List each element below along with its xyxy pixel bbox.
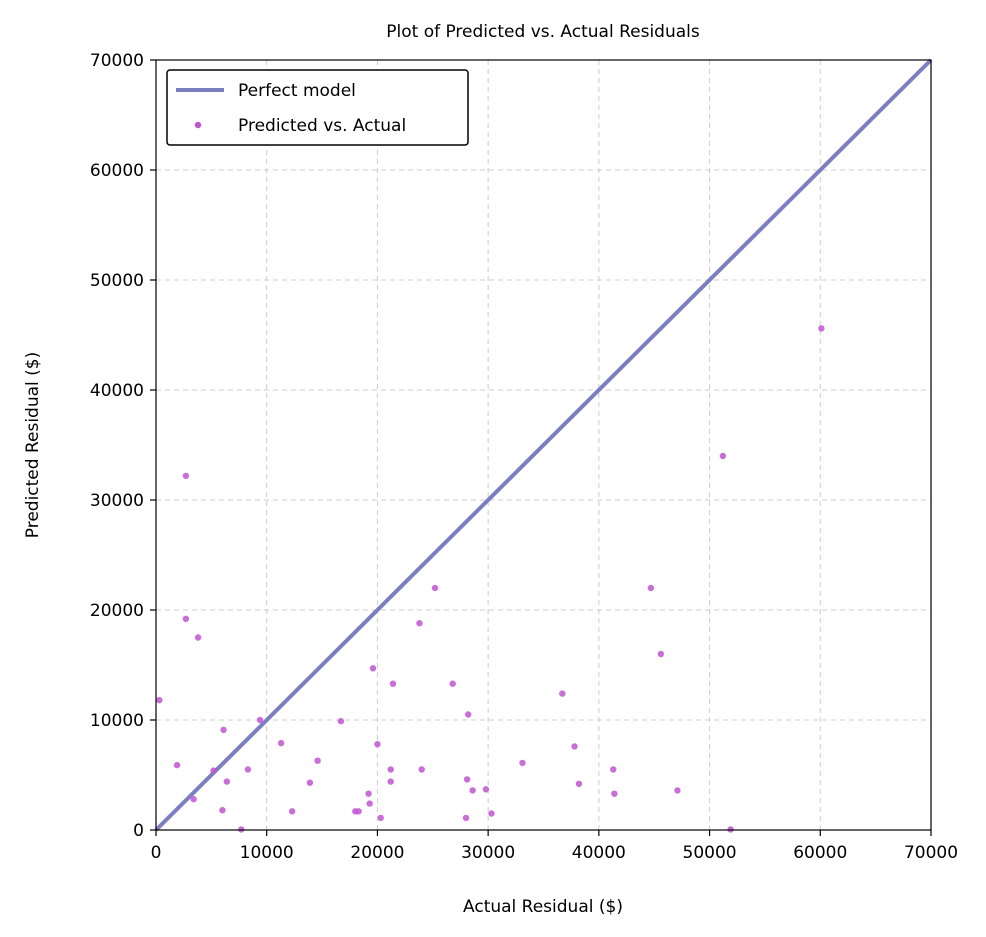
data-point <box>182 472 190 479</box>
data-point <box>559 690 566 697</box>
x-tick-label: 20000 <box>350 843 404 863</box>
data-point <box>219 807 226 814</box>
data-point <box>355 808 362 815</box>
data-point <box>575 780 583 787</box>
data-point <box>416 620 423 627</box>
data-point <box>571 743 578 750</box>
x-tick-label: 30000 <box>461 843 515 863</box>
y-axis-ticks: 0 10000 20000 30000 40000 50000 60000 70000 <box>90 51 156 841</box>
perfect-model-line <box>154 58 933 832</box>
x-axis-label: Actual Residual ($) <box>463 897 623 917</box>
data-point <box>387 766 394 773</box>
data-point <box>366 800 373 807</box>
y-tick-label: 40000 <box>90 381 144 401</box>
data-point <box>377 814 384 822</box>
data-point <box>610 766 617 773</box>
y-tick-label: 60000 <box>90 161 144 181</box>
data-point <box>277 739 285 747</box>
y-tick-label: 10000 <box>90 711 144 731</box>
data-point <box>462 814 470 822</box>
data-point <box>818 325 825 332</box>
data-point <box>431 584 439 592</box>
legend: Perfect model Predicted vs. Actual <box>166 69 469 146</box>
chart-title: Plot of Predicted vs. Actual Residuals <box>386 22 700 42</box>
x-axis-ticks: 0 10000 20000 30000 40000 50000 60000 70000 <box>151 830 958 863</box>
data-point <box>389 680 397 687</box>
data-point <box>465 711 472 718</box>
data-point <box>611 790 618 797</box>
data-point <box>210 767 217 774</box>
data-point <box>719 452 727 460</box>
data-point <box>463 776 471 783</box>
y-axis-label: Predicted Residual ($) <box>23 352 43 539</box>
legend-label-perfect-model: Perfect model <box>238 81 356 101</box>
legend-marker-swatch <box>194 121 202 129</box>
data-point <box>314 757 321 764</box>
data-point <box>306 779 314 786</box>
data-point <box>657 650 665 658</box>
data-point <box>182 615 190 622</box>
data-point <box>256 716 264 724</box>
x-tick-label: 10000 <box>240 843 294 863</box>
x-tick-label: 40000 <box>572 843 626 863</box>
plot-area <box>154 58 933 833</box>
y-tick-label: 30000 <box>90 491 144 511</box>
x-tick-label: 0 <box>151 843 162 863</box>
data-point <box>488 810 495 817</box>
x-tick-label: 70000 <box>904 843 958 863</box>
data-point <box>647 584 655 592</box>
data-point <box>156 697 163 704</box>
y-tick-label: 50000 <box>90 271 144 291</box>
data-point <box>469 787 476 794</box>
data-point <box>418 766 425 773</box>
legend-label-predicted-vs-actual: Predicted vs. Actual <box>238 116 406 136</box>
y-tick-label: 70000 <box>90 51 144 71</box>
legend-box <box>166 69 469 146</box>
axes-frame <box>155 59 932 831</box>
data-point <box>387 778 394 785</box>
data-point <box>482 786 490 793</box>
data-point <box>190 796 197 803</box>
data-point <box>365 790 372 797</box>
y-tick-label: 0 <box>133 821 144 841</box>
data-point <box>194 634 202 641</box>
x-tick-label: 50000 <box>683 843 737 863</box>
data-point <box>288 808 296 815</box>
y-tick-label: 20000 <box>90 601 144 621</box>
data-point <box>449 680 456 687</box>
data-point <box>220 726 227 734</box>
data-point <box>674 787 681 794</box>
data-point <box>173 761 181 769</box>
data-point <box>519 759 526 767</box>
data-point <box>374 741 381 748</box>
grid <box>156 60 931 830</box>
data-point <box>223 778 231 785</box>
data-point <box>337 717 345 725</box>
data-point <box>369 665 377 672</box>
data-point <box>244 766 252 773</box>
x-tick-label: 60000 <box>793 843 847 863</box>
